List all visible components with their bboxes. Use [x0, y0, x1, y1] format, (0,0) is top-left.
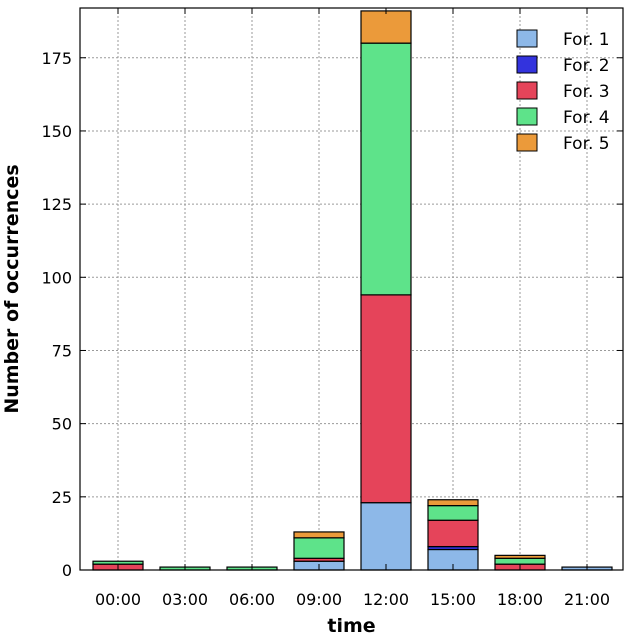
bar-1500-series-3: [427, 519, 479, 548]
x-tick-label: 21:00: [564, 590, 610, 609]
bar-1500-series-4: [427, 505, 479, 521]
x-tick-label: 18:00: [497, 590, 543, 609]
bar-0900-series-5: [293, 531, 345, 539]
legend-label: For. 2: [563, 56, 610, 76]
bar-0900-series-4: [293, 537, 345, 559]
x-tick-label: 12:00: [363, 590, 409, 609]
y-axis-tick-labels: 0 25 50 75 100 125 150 175: [41, 49, 72, 580]
legend-label: For. 3: [563, 82, 610, 102]
legend: For. 1 For. 2 For. 3 For. 4 For. 5: [516, 29, 610, 154]
grid-lines: [80, 8, 623, 570]
y-tick-label: 25: [52, 488, 72, 507]
axis-ticks: [80, 8, 623, 571]
bar-1200-series-1: [360, 502, 412, 571]
bar-1200-series-3: [360, 294, 412, 504]
x-tick-label: 00:00: [95, 590, 141, 609]
bar-1800-series-5: [494, 554, 546, 559]
x-tick-label: 03:00: [162, 590, 208, 609]
x-axis-tick-labels: 00:00 03:00 06:00 09:00 12:00 15:00 18:00 21:00: [95, 590, 610, 609]
legend-label: For. 1: [563, 30, 610, 50]
legend-label: For. 4: [563, 108, 610, 128]
bar-1200-series-5: [360, 10, 412, 44]
y-tick-label: 100: [41, 268, 72, 287]
bar-1500-series-5: [427, 499, 479, 507]
legend-swatch: [516, 107, 538, 126]
legend-swatch: [516, 133, 538, 152]
bar-1200-series-4: [360, 42, 412, 296]
y-tick-label: 175: [41, 49, 72, 68]
legend-swatch: [516, 55, 538, 74]
x-tick-label: 15:00: [430, 590, 476, 609]
bar-0000-series-4: [92, 560, 144, 565]
legend-swatch: [516, 81, 538, 100]
y-tick-label: 0: [62, 561, 72, 580]
plot-area-frame: [79, 7, 624, 571]
x-tick-label: 09:00: [296, 590, 342, 609]
y-tick-label: 125: [41, 195, 72, 214]
bar-1800-series-4: [494, 557, 546, 565]
x-axis-title: time: [327, 615, 375, 637]
x-tick-label: 06:00: [229, 590, 275, 609]
y-tick-label: 75: [52, 341, 72, 360]
y-tick-label: 50: [52, 415, 72, 434]
y-axis-title: Number of occurrences: [1, 164, 23, 413]
legend-swatch: [516, 29, 538, 48]
y-tick-label: 150: [41, 122, 72, 141]
legend-label: For. 5: [563, 134, 610, 154]
